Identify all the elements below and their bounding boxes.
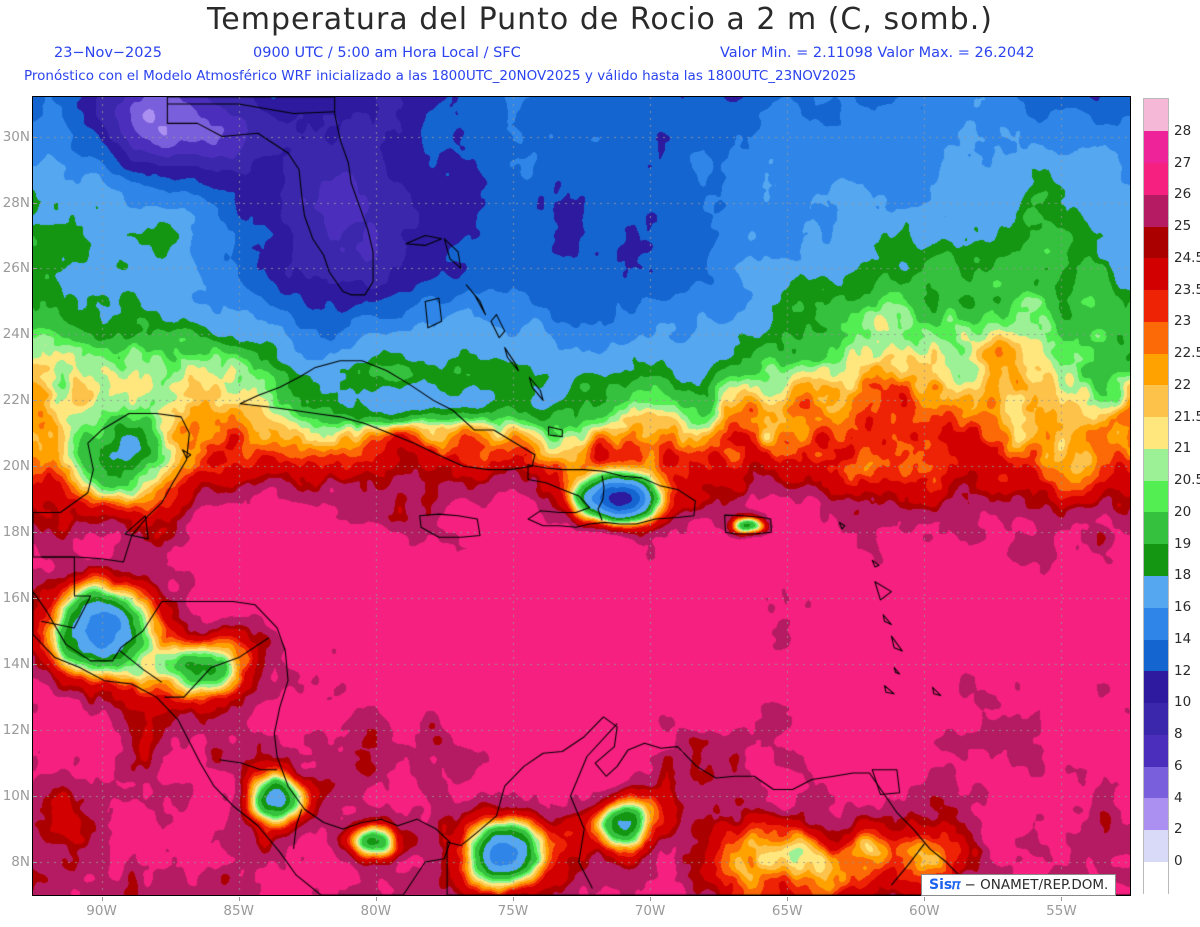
forecast-time: 0900 UTC / 5:00 am Hora Local / SFC	[253, 45, 521, 61]
colorbar-band	[1144, 543, 1168, 576]
lat-tick-label: 22N	[2, 392, 30, 409]
lon-tick-label: 60W	[909, 903, 940, 919]
colorbar-band	[1144, 829, 1168, 862]
colorbar-tick-label: 16	[1174, 599, 1192, 616]
colorbar-band	[1144, 638, 1168, 672]
colorbar-band	[1144, 734, 1168, 767]
colorbar-band	[1144, 384, 1168, 418]
lon-tick-mark	[650, 897, 652, 901]
colorbar-tick-label: 22	[1174, 376, 1192, 393]
colorbar-tick-label: 8	[1174, 726, 1183, 743]
colorbar-band	[1144, 353, 1168, 386]
colorbar-band	[1144, 226, 1168, 259]
lon-tick-mark	[924, 897, 926, 901]
lat-tick-label: 30N	[2, 128, 30, 145]
credit-badge: Sis 𝜋 − ONAMET/REP.DOM.	[921, 874, 1117, 896]
lon-tick-mark	[1061, 897, 1063, 901]
credit-org-text: − ONAMET/REP.DOM.	[964, 877, 1109, 893]
colorbar-tick-label: 21	[1174, 440, 1192, 457]
forecast-date: 23−Nov−2025	[54, 45, 162, 61]
colorbar-tick-label: 18	[1174, 567, 1192, 584]
lat-tick-label: 16N	[2, 590, 30, 607]
lon-tick-label: 90W	[86, 903, 117, 919]
colorbar-tick-label: 23	[1174, 313, 1192, 330]
model-description: Pronóstico con el Modelo Atmosférico WRF…	[24, 68, 857, 84]
colorbar-tick-label: 14	[1174, 630, 1192, 647]
colorbar	[1143, 98, 1169, 894]
colorbar-band	[1144, 289, 1168, 322]
colorbar-band	[1144, 607, 1168, 640]
colorbar-band	[1144, 480, 1168, 513]
colorbar-band	[1144, 257, 1168, 291]
lon-tick-mark	[238, 897, 240, 901]
dewpoint-heatmap-canvas	[33, 97, 1130, 895]
colorbar-band	[1144, 765, 1168, 799]
lat-tick-label: 28N	[2, 194, 30, 211]
colorbar-tick-label: 22.5	[1174, 345, 1200, 362]
lon-tick-label: 55W	[1046, 903, 1077, 919]
lat-tick-label: 8N	[11, 854, 30, 871]
colorbar-tick-label: 24.5	[1174, 249, 1200, 266]
colorbar-tick-label: 28	[1174, 122, 1192, 139]
lat-tick-label: 20N	[2, 458, 30, 475]
colorbar-band	[1144, 670, 1168, 704]
colorbar-tick-label: 6	[1174, 757, 1183, 774]
map-plot-area[interactable]	[32, 96, 1131, 896]
lon-tick-mark	[787, 897, 789, 901]
colorbar-band	[1144, 416, 1168, 449]
colorbar-band	[1144, 702, 1168, 735]
lat-tick-label: 12N	[2, 722, 30, 739]
colorbar-band	[1144, 575, 1168, 608]
colorbar-tick-label: 20.5	[1174, 472, 1200, 489]
colorbar-band	[1144, 448, 1168, 481]
colorbar-band	[1144, 162, 1168, 195]
colorbar-band	[1144, 130, 1168, 164]
credit-tt-icon: 𝜋	[952, 877, 960, 893]
lon-tick-label: 80W	[360, 903, 392, 919]
lon-tick-mark	[375, 897, 377, 901]
colorbar-tick-label: 20	[1174, 503, 1192, 520]
lon-tick-label: 85W	[223, 903, 254, 919]
colorbar-tick-label: 19	[1174, 535, 1192, 552]
colorbar-tick-label: 2	[1174, 821, 1183, 838]
colorbar-band	[1144, 797, 1168, 831]
credit-sis-text: Sis	[929, 877, 953, 893]
lon-tick-mark	[512, 897, 514, 901]
colorbar-tick-label: 0	[1174, 853, 1183, 870]
value-minmax: Valor Min. = 2.11098 Valor Max. = 26.204…	[720, 45, 1035, 61]
colorbar-tick-label: 25	[1174, 218, 1192, 235]
colorbar-tick-label: 12	[1174, 662, 1192, 679]
colorbar-band	[1144, 321, 1168, 354]
lat-tick-label: 26N	[2, 260, 30, 277]
colorbar-band	[1144, 194, 1168, 227]
lat-tick-label: 10N	[2, 788, 30, 805]
colorbar-tick-label: 27	[1174, 154, 1192, 171]
colorbar-band	[1144, 511, 1168, 545]
colorbar-tick-label: 21.5	[1174, 408, 1200, 425]
chart-header: Temperatura del Punto de Rocio a 2 m (C,…	[0, 0, 1200, 94]
lon-tick-label: 65W	[771, 903, 803, 919]
lon-tick-mark	[101, 897, 103, 901]
colorbar-tick-label: 10	[1174, 694, 1192, 711]
page-title: Temperatura del Punto de Rocio a 2 m (C,…	[207, 2, 993, 37]
lon-tick-label: 75W	[497, 903, 529, 919]
colorbar-band	[1144, 861, 1168, 894]
lon-tick-label: 70W	[634, 903, 666, 919]
colorbar-tick-label: 23.5	[1174, 281, 1200, 298]
colorbar-band	[1144, 99, 1168, 132]
lat-tick-label: 18N	[2, 524, 30, 541]
colorbar-tick-label: 26	[1174, 186, 1192, 203]
lat-tick-label: 14N	[2, 656, 30, 673]
lat-tick-label: 24N	[2, 326, 30, 343]
colorbar-tick-label: 4	[1174, 789, 1183, 806]
